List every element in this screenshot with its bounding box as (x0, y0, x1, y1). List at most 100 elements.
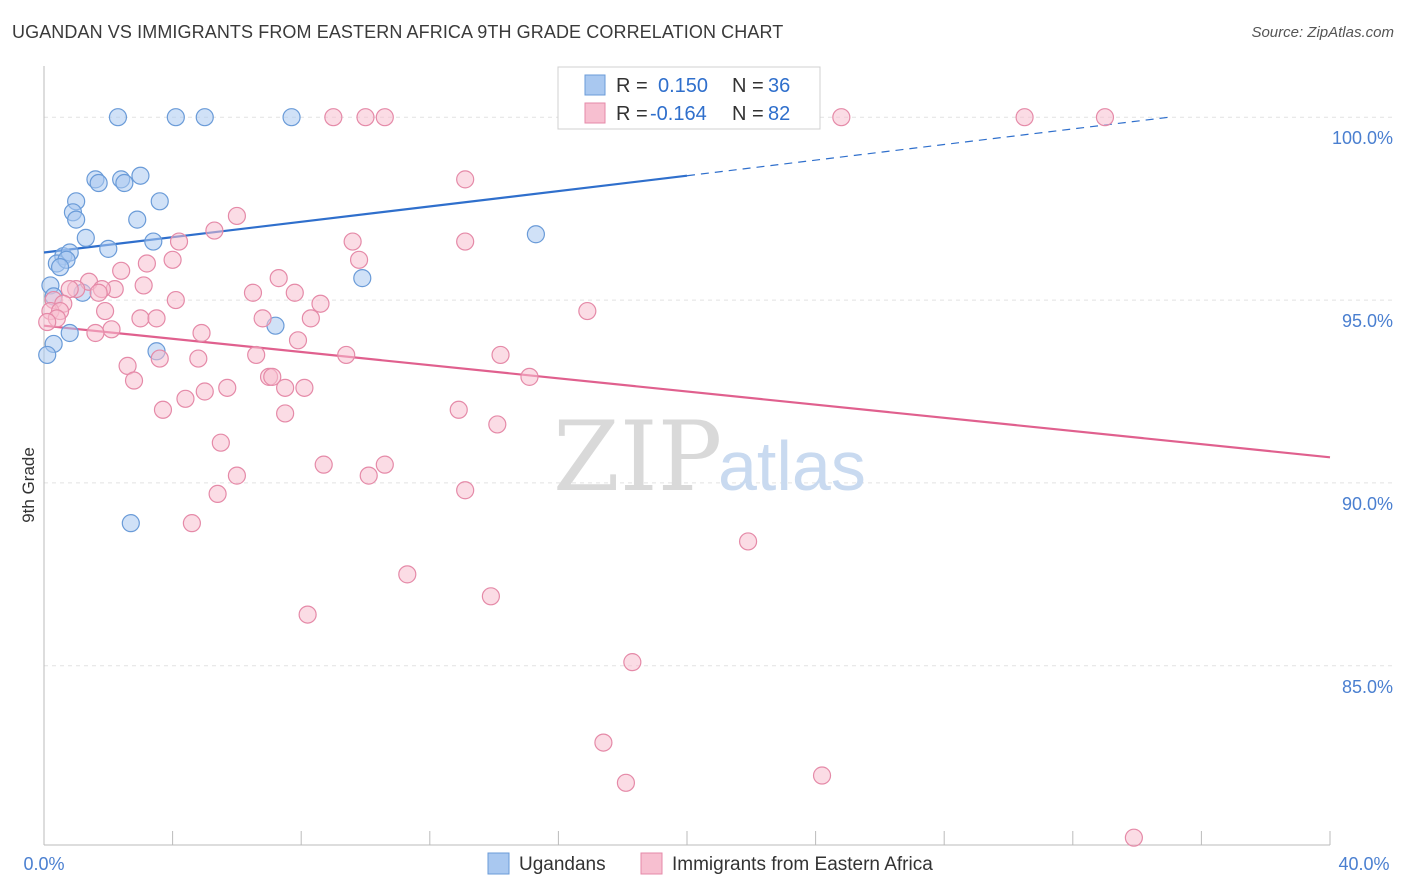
immigrants-point (295, 378, 314, 397)
immigrants-point (398, 565, 417, 584)
immigrants-point (738, 532, 758, 551)
ugandans-trend-line-extension (686, 116, 1170, 177)
y-tick-label: 100.0% (1332, 128, 1393, 148)
watermark-zip: ZIP (553, 401, 722, 513)
ugandans-point (67, 210, 86, 229)
immigrants-point (488, 415, 507, 434)
ugandans-point (115, 173, 134, 193)
immigrants-point (616, 773, 636, 792)
immigrants-point (520, 367, 539, 386)
immigrants-point (314, 455, 333, 474)
ugandans-point (353, 269, 372, 288)
immigrants-point (594, 733, 613, 752)
immigrants-point (169, 232, 189, 251)
immigrants-point (832, 108, 851, 127)
immigrants-point (1095, 108, 1115, 127)
immigrants-point (218, 378, 237, 397)
ugandans-point (89, 173, 108, 193)
data-points (38, 108, 1143, 847)
immigrants-point (195, 382, 214, 401)
immigrants-point (1015, 108, 1034, 127)
legend-r-label-2: R = (616, 103, 648, 125)
ugandans-point (282, 108, 301, 127)
x-tick-label: 40.0% (1338, 854, 1389, 874)
immigrants-point (298, 605, 317, 624)
immigrants-point (375, 455, 394, 474)
immigrants-point (456, 170, 475, 189)
immigrants-point (812, 766, 832, 785)
ugandans-point (50, 258, 70, 277)
stats-legend: R = 0.150 N = 36 R = -0.164 N = 82 (557, 66, 821, 130)
immigrants-point (491, 345, 510, 365)
immigrants-point (359, 466, 378, 485)
immigrants-point (189, 349, 208, 368)
immigrants-point (269, 269, 288, 288)
legend-swatch-pink (584, 102, 606, 124)
ugandans-point (166, 108, 185, 127)
x-tick-labels: 0.0% 40.0% (23, 854, 1389, 874)
immigrants-point (86, 323, 105, 343)
legend-swatch-blue (584, 74, 606, 96)
immigrants-point (578, 301, 597, 321)
immigrants-point (456, 481, 475, 500)
immigrants-point (211, 433, 230, 452)
immigrants-point (623, 653, 642, 672)
immigrants-point (285, 283, 304, 302)
immigrants-point (311, 294, 330, 313)
immigrants-point (356, 108, 375, 127)
ugandans-point (99, 239, 118, 258)
immigrants-point (89, 283, 108, 302)
immigrants-point (276, 378, 295, 397)
ugandans-point (150, 192, 169, 211)
ugandans-point (121, 514, 140, 533)
immigrants-point (227, 206, 246, 226)
watermark-atlas: atlas (718, 427, 866, 505)
immigrants-point (343, 232, 362, 251)
legend-ugandans-label: Ugandans (519, 854, 606, 875)
legend-n-label-1: N = (732, 75, 764, 97)
immigrants-point (147, 309, 166, 328)
immigrants-point (375, 108, 394, 127)
ugandans-point (38, 345, 57, 365)
y-axis-label: 9th Grade (19, 447, 38, 523)
series-legend: Ugandans Immigrants from Eastern Africa (487, 852, 933, 875)
ugandans-point (195, 108, 214, 127)
immigrants-point (349, 250, 369, 269)
immigrants-point (247, 345, 266, 365)
legend-r-value-2: -0.164 (650, 103, 707, 125)
immigrants-point (137, 254, 156, 273)
immigrants-point (205, 221, 224, 240)
immigrants-point (276, 404, 295, 423)
immigrants-point (182, 514, 201, 533)
ugandans-point (76, 228, 95, 247)
y-tick-labels: 100.0% 95.0% 90.0% 85.0% (1332, 128, 1393, 697)
immigrants-point (166, 290, 185, 310)
ugandans-point (131, 166, 150, 185)
legend-n-value-1: 36 (768, 75, 790, 97)
immigrants-point (150, 349, 169, 368)
immigrants-point (243, 283, 263, 302)
x-tick-label: 0.0% (23, 854, 64, 874)
y-tick-label: 95.0% (1342, 311, 1393, 331)
immigrants-point (481, 587, 500, 606)
immigrants-point (176, 389, 195, 408)
legend-ugandans-swatch (487, 852, 510, 875)
ugandans-point (144, 232, 163, 251)
immigrants-point (324, 108, 343, 127)
immigrants-point (449, 400, 468, 419)
legend-immigrants-swatch (640, 852, 663, 875)
legend-r-value-1: 0.150 (658, 75, 708, 97)
ugandans-point (526, 225, 545, 244)
ugandans-point (60, 323, 79, 343)
immigrants-point (95, 301, 115, 321)
legend-r-label-1: R = (616, 75, 648, 97)
immigrants-point (134, 276, 153, 295)
immigrants-point (192, 323, 211, 343)
immigrants-point (163, 250, 182, 269)
immigrants-point (301, 309, 320, 328)
immigrants-point (131, 309, 150, 328)
immigrants-point (288, 331, 308, 350)
legend-n-label-2: N = (732, 103, 764, 125)
y-tick-label: 90.0% (1342, 494, 1393, 514)
